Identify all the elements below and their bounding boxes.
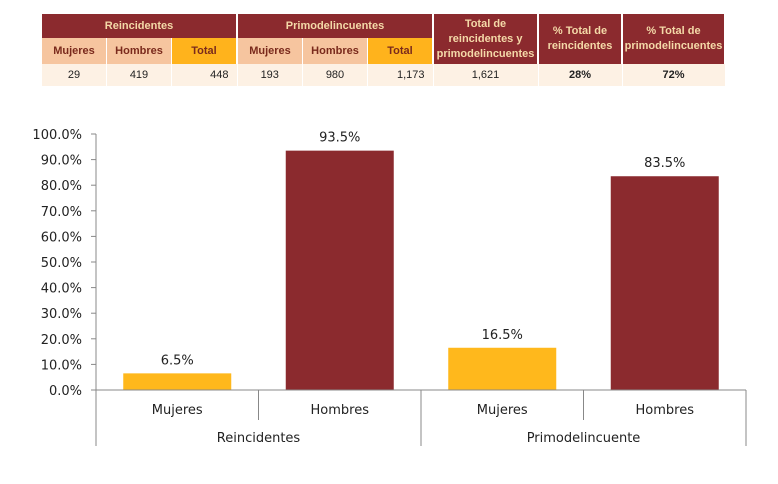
y-tick-label: 10.0% [41,358,82,373]
x-category-label: Hombres [636,403,695,418]
subheader-reinc-mujeres: Mujeres [42,38,107,64]
cell-reinc-hombres: 419 [106,64,172,86]
data-label: 83.5% [644,156,685,171]
y-tick-label: 60.0% [41,230,82,245]
header-pct-reincidentes: % Total de reincidentes [538,14,623,64]
subheader-reinc-hombres: Hombres [106,38,172,64]
subheader-primo-mujeres: Mujeres [237,38,303,64]
x-group-label: Reincidentes [217,431,301,446]
subheader-primo-hombres: Hombres [302,38,368,64]
subheader-reinc-total: Total [171,38,238,64]
y-tick-label: 100.0% [32,128,82,143]
y-tick-label: 40.0% [41,282,82,297]
y-tick-label: 80.0% [41,179,82,194]
y-axis: 0.0% 10.0% 20.0% 30.0% 40.0% 50.0% 60.0% 70.0% 8… [32,128,97,399]
cell-total: 1,621 [433,64,539,86]
cell-reinc-total: 448 [171,64,238,86]
header-total: Total de reincidentes y primodelincuente… [433,14,539,64]
header-reincidentes: Reincidentes [42,14,238,38]
x-category-label: Mujeres [477,403,528,418]
bar-mujeres-0 [123,373,232,390]
cell-primo-mujeres: 193 [237,64,303,86]
cell-primo-hombres: 980 [302,64,368,86]
subheader-primo-total: Total [367,38,434,64]
bar-hombres-3 [610,176,719,390]
x-group-label: Primodelincuente [527,431,641,446]
x-category-label: Hombres [311,403,370,418]
y-tick-label: 90.0% [41,154,82,169]
cell-pct-primodelincuentes: 72% [622,64,726,86]
summary-table: Reincidentes Primodelincuentes Total de … [42,14,726,86]
x-category-label: Mujeres [152,403,203,418]
cell-pct-reincidentes: 28% [538,64,623,86]
y-tick-label: 20.0% [41,333,82,348]
y-tick-label: 50.0% [41,256,82,271]
bars: 6.5% 93.5% 16.5% 83.5% [123,131,719,390]
header-pct-primodelincuentes: % Total de primodelincuentes [622,14,726,64]
bar-mujeres-2 [448,347,557,390]
cell-primo-total: 1,173 [367,64,434,86]
x-axis: Mujeres Hombres Mujeres Hombres Reincidentes… [95,389,747,446]
header-primodelincuentes: Primodelincuentes [237,14,434,38]
y-tick-label: 0.0% [49,384,82,399]
data-label: 93.5% [319,131,360,146]
data-label: 16.5% [482,328,523,343]
y-tick-label: 30.0% [41,307,82,322]
bar-hombres-1 [285,150,394,390]
data-label: 6.5% [161,353,194,368]
cell-reinc-mujeres: 29 [42,64,107,86]
y-tick-label: 70.0% [41,205,82,220]
